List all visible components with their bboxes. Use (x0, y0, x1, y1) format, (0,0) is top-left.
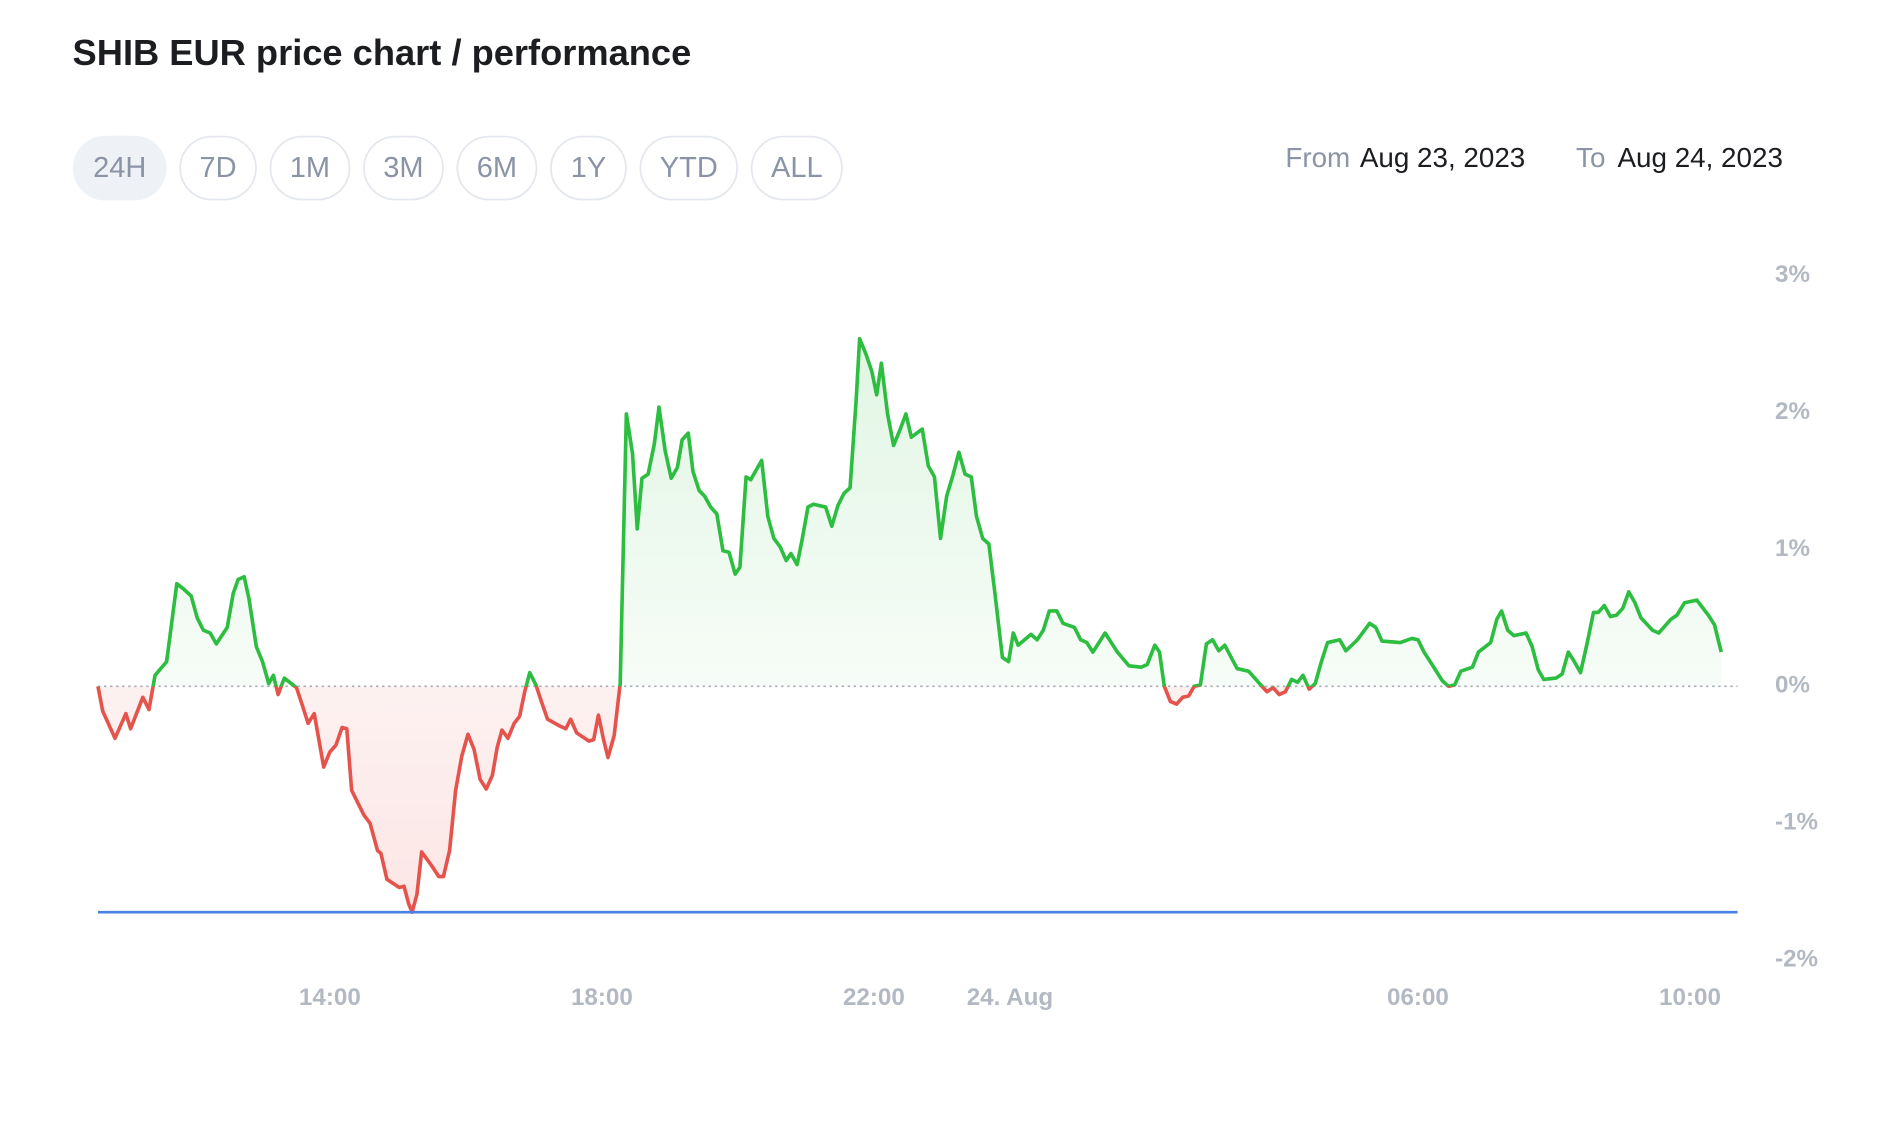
button-bg[interactable] (639, 135, 739, 201)
y-tick-label: 2% (1775, 398, 1810, 425)
button-label[interactable]: 6M (477, 152, 517, 184)
y-tick-label: -2% (1775, 945, 1818, 972)
button-label[interactable]: 7D (200, 152, 237, 184)
x-tick-label: 18:00 (571, 984, 633, 1011)
range-button[interactable]: YTD (639, 135, 739, 201)
button-label[interactable]: 1M (290, 152, 330, 184)
area (97, 338, 1722, 913)
range-button[interactable]: 6M (456, 135, 538, 201)
range-button[interactable]: 3M (363, 135, 444, 201)
y-tick-label: 3% (1775, 261, 1810, 288)
button-bg[interactable] (363, 135, 444, 201)
range-button[interactable]: 1Y (550, 135, 627, 201)
x-tick-label: 14:00 (299, 984, 361, 1011)
date-value: Aug 23, 2023 (1360, 142, 1525, 173)
button-label[interactable]: 1Y (571, 152, 606, 184)
x-tick-label: 06:00 (1387, 984, 1449, 1011)
date-label: From (1285, 142, 1350, 173)
range-button[interactable]: 1M (269, 135, 351, 201)
x-tick-label: 24. Aug (967, 984, 1053, 1011)
button-label[interactable]: ALL (771, 152, 823, 184)
button-label[interactable]: 3M (383, 152, 423, 184)
page-title: SHIB EUR price chart / performance (73, 32, 692, 73)
y-tick-label: -1% (1775, 809, 1818, 836)
y-tick-label: 0% (1775, 672, 1810, 699)
button-label[interactable]: YTD (660, 152, 718, 184)
date-label: To (1576, 142, 1605, 173)
button-bg[interactable] (269, 135, 351, 201)
x-tick-label: 10:00 (1659, 984, 1721, 1011)
x-tick-label: 22:00 (843, 984, 905, 1011)
button-bg[interactable] (456, 135, 538, 201)
range-button[interactable]: 7D (179, 135, 257, 201)
button-label[interactable]: 24H (93, 152, 146, 184)
range-button[interactable]: 24H (72, 135, 167, 201)
range-button[interactable]: ALL (750, 135, 843, 201)
button-bg[interactable] (72, 135, 167, 201)
button-bg[interactable] (179, 135, 257, 201)
button-bg[interactable] (750, 135, 843, 201)
date-value: Aug 24, 2023 (1618, 142, 1783, 173)
button-bg[interactable] (550, 135, 627, 201)
price-line (96, 336, 1724, 915)
y-tick-label: 1% (1775, 535, 1810, 562)
